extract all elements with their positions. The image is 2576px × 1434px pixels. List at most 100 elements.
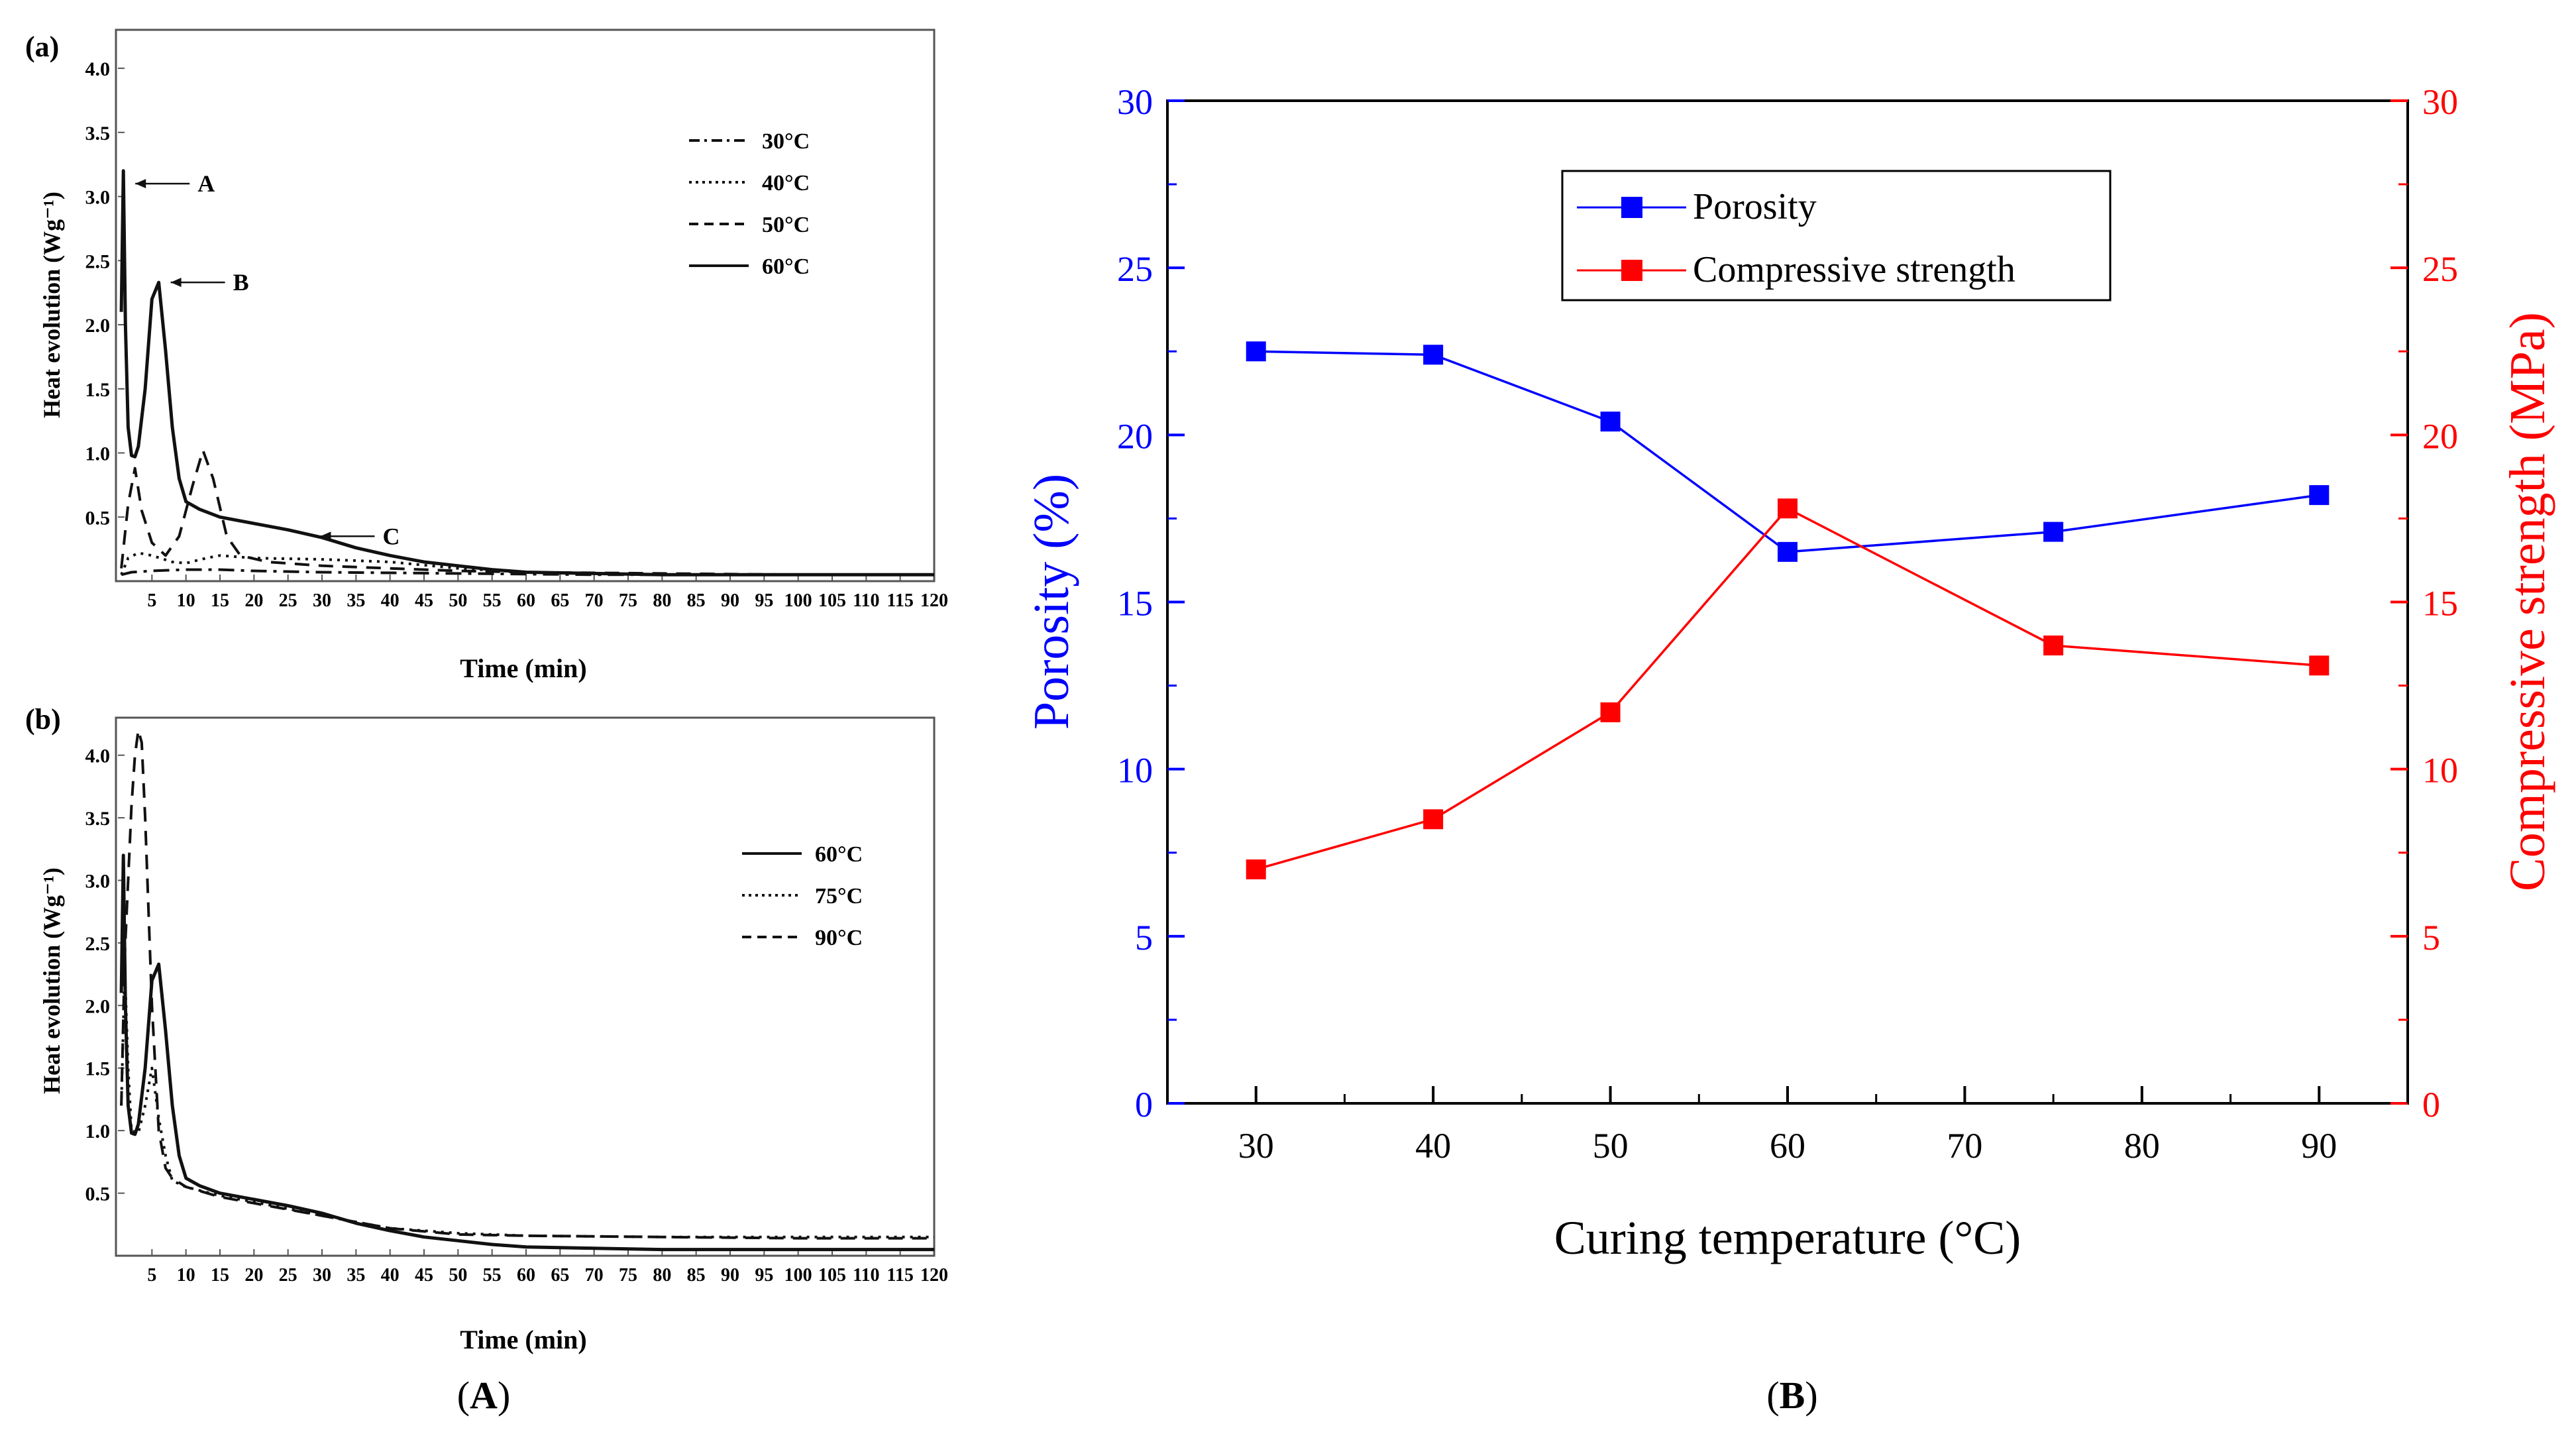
a-ytick-label: 3.0: [85, 187, 111, 209]
b-ytick-label: 1.5: [85, 1058, 111, 1080]
a-legend-label: 50°C: [762, 213, 810, 237]
chart-a-xlabel: Time (min): [460, 653, 586, 683]
a-ytick-label: 0.5: [85, 507, 111, 529]
chart-B-legend-box: [1561, 170, 2112, 302]
chart-b-ylabel: Heat evolution (Wg⁻¹): [38, 867, 65, 1094]
a-xtick-label: 95: [755, 590, 773, 611]
a-annotation-arrowhead: [320, 531, 331, 541]
a-xtick-label: 75: [619, 590, 637, 611]
chart-B-point-compressive-strength: [2043, 635, 2064, 656]
b-xtick-label: 85: [687, 1265, 706, 1286]
b-xtick-label: 65: [551, 1265, 569, 1286]
a-xtick-label: 105: [818, 590, 846, 611]
a-xtick-label: 25: [279, 590, 297, 611]
chart-B-left-ytick-label: 20: [1117, 416, 1153, 456]
panel-label-a: (a): [25, 30, 59, 63]
chart-B-xtick-label: 40: [1415, 1126, 1451, 1166]
b-ytick-label: 2.0: [85, 995, 111, 1017]
a-series-line-60C: [119, 169, 934, 577]
a-annotation-label: A: [197, 170, 215, 197]
chart-B-xtick-label: 80: [2124, 1126, 2160, 1166]
chart-B: 0 5 10 15 20 25 30 0 5 10 15 20 25 30 30 40 50 60 70 80 90…: [1024, 82, 2555, 1264]
chart-B-right-y-ticks: 0 5 10 15 20 25 30: [2390, 82, 2458, 1125]
b-ytick-label: 1.0: [85, 1121, 111, 1142]
a-ytick-label: 1.0: [85, 443, 111, 465]
chart-B-right-ytick-label: 5: [2422, 918, 2440, 958]
panel-caption-A: (A): [457, 1374, 511, 1417]
chart-B-right-ytick-label: 10: [2422, 751, 2458, 791]
a-xtick-label: 120: [920, 590, 948, 611]
chart-B-right-ytick-label: 20: [2422, 416, 2458, 456]
a-xtick-label: 70: [585, 590, 604, 611]
b-xtick-label: 60: [517, 1265, 535, 1286]
chart-B-right-ytick-label: 30: [2422, 82, 2458, 122]
panel-caption-B-letter: B: [1780, 1374, 1805, 1417]
legend-porosity-marker: [1621, 197, 1642, 218]
a-xtick-label: 60: [517, 590, 535, 611]
chart-b-y-ticks: 0.5 1.0 1.5 2.0 2.5 3.0 3.5 4.0: [85, 745, 125, 1205]
chart-B-point-compressive-strength: [1600, 702, 1621, 722]
b-ytick-label: 3.5: [85, 808, 111, 830]
a-xtick-label: 15: [211, 590, 229, 611]
b-ytick-label: 3.0: [85, 870, 111, 892]
b-ytick-label: 4.0: [85, 745, 111, 767]
b-ytick-label: 2.5: [85, 933, 111, 955]
chart-a: (a) 0.5 1.0 1.5 2.0 2.5 3.0 3.5 4.0 5 10 15 20 25 30…: [25, 28, 948, 683]
chart-B-right-ytick-label: 15: [2422, 584, 2458, 624]
b-xtick-label: 95: [755, 1265, 773, 1286]
chart-B-left-ylabel: Porosity (%): [1024, 474, 1079, 730]
chart-B-point-porosity: [2309, 485, 2330, 506]
chart-B-left-ytick-label: 15: [1117, 584, 1153, 624]
b-series-line-90C: [120, 728, 934, 1240]
b-xtick-label: 45: [415, 1265, 433, 1286]
legend-strength-marker: [1621, 260, 1642, 281]
a-xtick-label: 110: [853, 590, 879, 611]
chart-B-point-porosity: [1600, 412, 1621, 432]
b-xtick-label: 55: [483, 1265, 502, 1286]
chart-B-point-porosity: [1778, 541, 1798, 562]
chart-a-y-ticks: 0.5 1.0 1.5 2.0 2.5 3.0 3.5 4.0: [85, 58, 125, 529]
b-series-line-60C: [119, 854, 934, 1252]
chart-B-xtick-label: 50: [1593, 1126, 1629, 1166]
a-annotation-arrowhead: [170, 278, 182, 288]
chart-B-left-ytick-label: 30: [1117, 82, 1153, 122]
a-xtick-label: 5: [147, 590, 156, 611]
b-ytick-label: 0.5: [85, 1184, 111, 1205]
b-xtick-label: 100: [784, 1265, 812, 1286]
chart-B-point-porosity: [1423, 345, 1444, 365]
chart-B-point-compressive-strength: [1423, 809, 1444, 830]
a-ytick-label: 2.5: [85, 250, 111, 272]
b-xtick-label: 10: [177, 1265, 195, 1286]
chart-b-frame: [115, 716, 936, 1257]
a-xtick-label: 10: [177, 590, 195, 611]
a-series-line-30C: [121, 568, 934, 577]
chart-B-legend: Porosity Compressive strength: [1561, 170, 2112, 302]
b-xtick-label: 20: [244, 1265, 263, 1286]
a-xtick-label: 20: [244, 590, 263, 611]
chart-b-series: [119, 728, 934, 1252]
chart-B-point-porosity: [1246, 341, 1266, 362]
chart-B-series-line-porosity: [1256, 350, 2320, 553]
b-xtick-label: 5: [147, 1265, 156, 1286]
b-xtick-label: 15: [211, 1265, 229, 1286]
a-legend-label: 30°C: [762, 129, 810, 154]
b-xtick-label: 120: [920, 1265, 948, 1286]
b-xtick-label: 105: [818, 1265, 846, 1286]
chart-B-left-ytick-label: 0: [1135, 1085, 1153, 1125]
a-xtick-label: 80: [653, 590, 671, 611]
legend-porosity-label: Porosity: [1693, 186, 1817, 227]
b-xtick-label: 40: [381, 1265, 400, 1286]
a-ytick-label: 2.0: [85, 315, 111, 337]
panel-label-b: (b): [25, 703, 61, 736]
chart-B-series: [1246, 341, 2330, 879]
chart-B-point-compressive-strength: [2309, 655, 2330, 676]
chart-B-left-ytick-label: 10: [1117, 751, 1153, 791]
b-xtick-label: 115: [886, 1265, 913, 1286]
chart-B-right-ylabel: Compressive strength (MPa): [2500, 312, 2555, 891]
chart-B-left-ytick-label: 5: [1135, 918, 1153, 958]
chart-B-xlabel: Curing temperature (°C): [1554, 1211, 2021, 1264]
chart-B-x-ticks: 30 40 50 60 70 80 90: [1166, 1086, 2409, 1166]
chart-B-right-ytick-label: 25: [2422, 249, 2458, 289]
b-legend-label: 75°C: [815, 884, 863, 909]
